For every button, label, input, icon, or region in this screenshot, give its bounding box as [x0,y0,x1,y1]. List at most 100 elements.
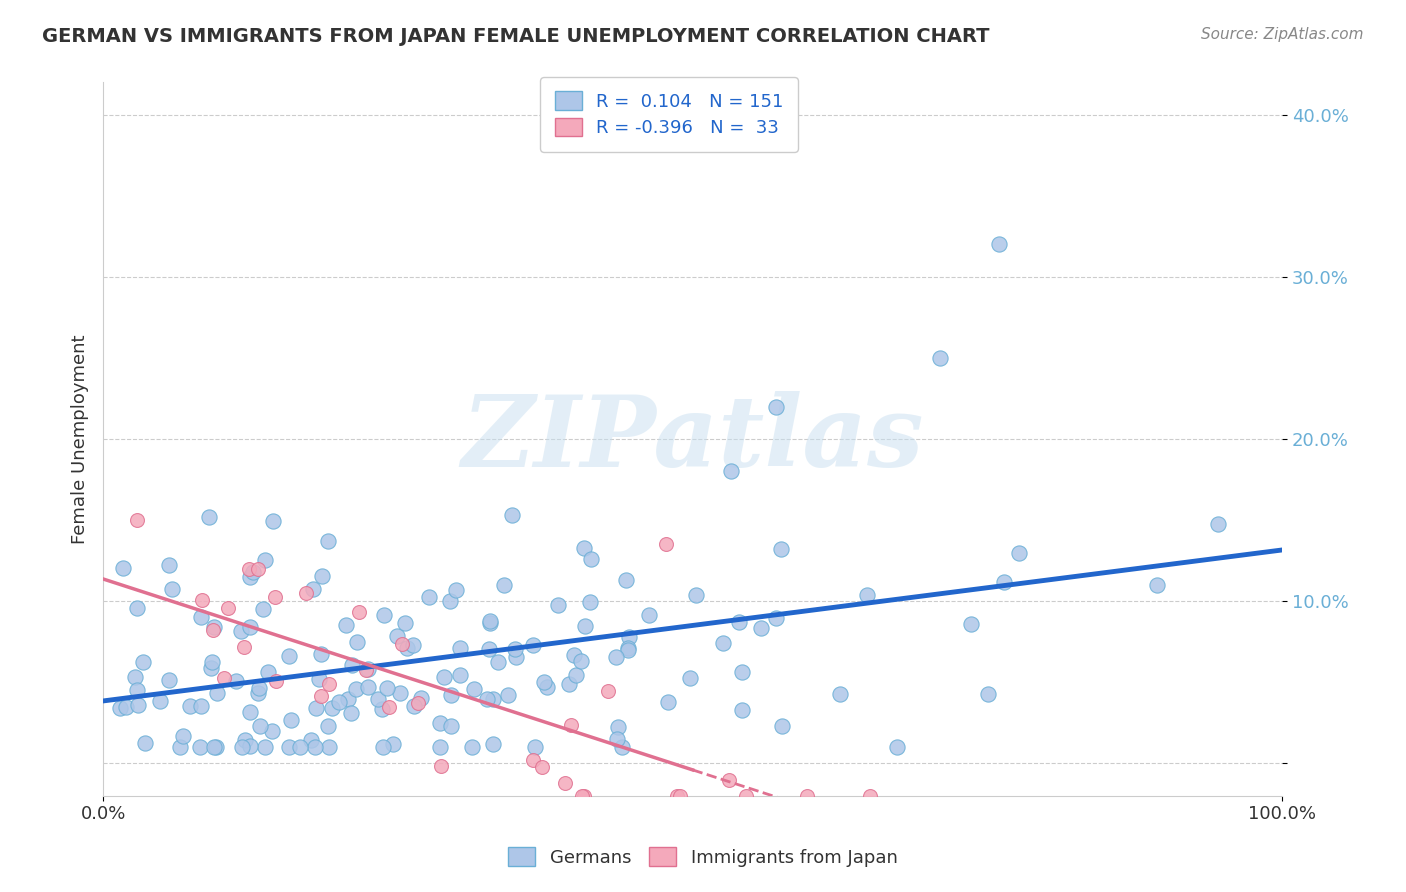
Germans [463,681,485,696]
Immigrants from Japan [654,537,676,551]
Immigrants from Japan [214,671,236,685]
Germans [1146,578,1168,592]
Germans [579,551,602,566]
Germans [574,619,596,633]
Germans [657,695,679,709]
Germans [477,692,499,706]
Immigrants from Japan [391,637,413,651]
Germans [316,719,339,733]
Germans [280,713,302,727]
Germans [204,740,226,755]
Germans [616,641,638,656]
Legend: Germans, Immigrants from Japan: Germans, Immigrants from Japan [501,840,905,874]
Germans [344,682,367,697]
Germans [124,670,146,684]
Text: Source: ZipAtlas.com: Source: ZipAtlas.com [1201,27,1364,42]
Germans [977,687,1000,701]
Germans [132,655,155,669]
Germans [257,665,280,680]
Germans [239,705,262,719]
Germans [731,665,754,680]
Germans [446,583,468,598]
Germans [569,654,592,668]
Germans [728,615,751,629]
Germans [179,699,201,714]
Germans [381,737,404,751]
Germans [357,681,380,695]
Germans [685,588,707,602]
Germans [335,618,357,632]
Immigrants from Japan [596,684,619,698]
Germans [886,740,908,755]
Text: GERMAN VS IMMIGRANTS FROM JAPAN FEMALE UNEMPLOYMENT CORRELATION CHART: GERMAN VS IMMIGRANTS FROM JAPAN FEMALE U… [42,27,990,45]
Germans [321,701,343,715]
Germans [169,740,191,755]
Germans [928,351,950,365]
Germans [371,702,394,716]
Germans [252,602,274,616]
Germans [231,624,253,639]
Immigrants from Japan [125,513,148,527]
Immigrants from Japan [378,700,401,714]
Germans [309,647,332,661]
Germans [134,736,156,750]
Germans [389,686,412,700]
Germans [305,700,328,714]
Germans [115,700,138,714]
Germans [304,740,326,755]
Germans [562,648,585,662]
Germans [200,660,222,674]
Immigrants from Japan [263,591,285,605]
Germans [856,588,879,602]
Germans [262,514,284,528]
Germans [449,668,471,682]
Immigrants from Japan [295,586,318,600]
Germans [278,740,301,755]
Germans [607,721,630,735]
Germans [311,569,333,583]
Germans [637,607,659,622]
Germans [239,739,262,754]
Immigrants from Japan [318,677,340,691]
Germans [720,464,742,478]
Germans [578,595,600,609]
Immigrants from Japan [530,760,553,774]
Germans [125,601,148,615]
Immigrants from Japan [718,773,741,788]
Immigrants from Japan [522,753,544,767]
Germans [125,683,148,698]
Immigrants from Japan [347,605,370,619]
Germans [619,630,641,644]
Immigrants from Japan [858,789,880,803]
Germans [481,692,503,706]
Germans [749,621,772,635]
Immigrants from Japan [571,789,593,803]
Germans [486,655,509,669]
Germans [336,691,359,706]
Germans [247,681,270,696]
Germans [536,680,558,694]
Germans [157,558,180,572]
Germans [610,740,633,755]
Germans [318,739,340,754]
Germans [770,542,793,557]
Germans [765,400,787,414]
Germans [385,629,408,643]
Germans [449,640,471,655]
Germans [402,638,425,652]
Immigrants from Japan [264,673,287,688]
Germans [371,740,394,755]
Germans [679,671,702,685]
Germans [395,641,418,656]
Germans [505,650,527,665]
Germans [231,740,253,755]
Germans [1208,516,1230,531]
Germans [127,698,149,713]
Germans [253,740,276,755]
Germans [373,607,395,622]
Text: ZIPatlas: ZIPatlas [461,391,924,487]
Immigrants from Japan [232,640,254,655]
Germans [357,662,380,676]
Germans [440,688,463,702]
Immigrants from Japan [666,789,689,803]
